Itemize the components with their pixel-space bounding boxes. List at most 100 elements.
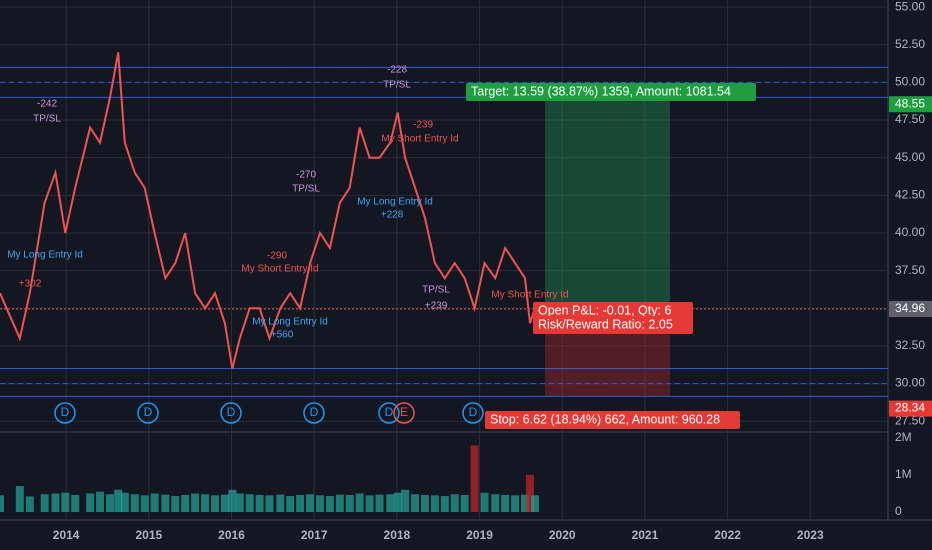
volume-bar <box>296 494 305 512</box>
volume-bar <box>325 496 334 512</box>
event-label: D <box>227 405 236 419</box>
y-tick-label: 30.00 <box>895 376 925 390</box>
event-marker <box>303 402 325 424</box>
volume-bar <box>210 495 219 512</box>
y-tick-label: 52.50 <box>895 37 925 51</box>
trade-label-box <box>466 83 756 101</box>
trade-annotation: My Long Entry Id <box>252 317 328 328</box>
trade-label: Stop: 6.62 (18.94%) 662, Amount: 960.28 <box>490 412 720 426</box>
volume-bar <box>150 493 159 512</box>
event-marker <box>378 402 400 424</box>
trade-annotation: -239 <box>413 120 433 131</box>
y-tick-label: 37.50 <box>895 263 925 277</box>
volume-bar <box>140 495 149 512</box>
volume-tick-label: 1M <box>895 467 912 481</box>
x-tick-label: 2021 <box>632 528 659 542</box>
trade-annotation: My Short Entry Id <box>491 290 568 301</box>
event-label: E <box>400 405 408 419</box>
y-tick-label: 50.00 <box>895 75 925 89</box>
y-tick-label: 40.00 <box>895 225 925 239</box>
volume-bar <box>191 493 200 512</box>
x-tick-label: 2015 <box>135 528 162 542</box>
volume-bar <box>345 494 354 512</box>
price-tag-box <box>889 400 932 417</box>
volume-bar <box>450 494 459 512</box>
trade-annotation: +239 <box>425 301 448 312</box>
volume-bar <box>430 495 439 512</box>
trade-annotation: -270 <box>296 170 316 181</box>
event-marker <box>462 402 484 424</box>
volume-bar <box>375 494 384 512</box>
volume-bar <box>114 489 123 512</box>
trade-annotation: -228 <box>387 65 407 76</box>
volume-bar <box>61 492 70 512</box>
price-tag: 28.34 <box>895 401 925 415</box>
event-label: D <box>144 405 153 419</box>
volume-bar <box>235 493 244 512</box>
volume-bar <box>265 495 274 512</box>
event-label: D <box>61 405 70 419</box>
y-tick-label: 32.50 <box>895 338 925 352</box>
volume-bar <box>86 493 95 512</box>
x-tick-label: 2020 <box>549 528 576 542</box>
volume-bar <box>201 494 210 512</box>
volume-bar <box>411 494 420 512</box>
event-label: D <box>469 405 478 419</box>
trade-annotation: +228 <box>381 210 404 221</box>
trade-annotation: TP/SL <box>383 80 411 91</box>
volume-bar <box>161 494 170 512</box>
price-tag: 34.96 <box>895 301 925 315</box>
volume-bar <box>525 474 534 512</box>
volume-bar <box>15 486 24 512</box>
volume-bar <box>440 496 449 512</box>
trade-annotation: My Long Entry Id <box>357 197 433 208</box>
event-label: D <box>310 405 319 419</box>
trade-annotation: -242 <box>37 99 57 110</box>
volume-bar <box>315 495 324 512</box>
volume-bar <box>401 489 410 512</box>
volume-bar <box>40 494 49 512</box>
volume-bar <box>501 494 510 512</box>
volume-bar <box>220 494 229 512</box>
volume-bar <box>181 494 190 512</box>
volume-tick-label: 0 <box>895 504 902 518</box>
price-tag-box <box>889 300 932 317</box>
x-tick-label: 2018 <box>384 528 411 542</box>
price-tag-box <box>889 96 932 113</box>
volume-bar <box>530 495 539 512</box>
volume-bar <box>255 494 264 512</box>
volume-bar <box>51 493 60 512</box>
volume-bar <box>71 494 80 512</box>
volume-bar <box>511 495 520 512</box>
event-label: D <box>385 405 394 419</box>
event-marker <box>137 402 159 424</box>
volume-bar <box>120 492 129 512</box>
trade-label-box <box>533 302 693 320</box>
volume-bar <box>335 494 344 512</box>
volume-bar <box>130 494 139 512</box>
y-tick-label: 47.50 <box>895 112 925 126</box>
x-tick-label: 2017 <box>301 528 328 542</box>
event-marker <box>393 402 415 424</box>
trade-annotation: My Long Entry Id <box>7 250 83 261</box>
trade-label: Target: 13.59 (38.87%) 1359, Amount: 108… <box>471 84 731 98</box>
x-tick-label: 2022 <box>714 528 741 542</box>
volume-bar <box>386 494 395 512</box>
trade-annotation: TP/SL <box>33 114 61 125</box>
trade-label: Risk/Reward Ratio: 2.05 <box>538 317 673 331</box>
event-marker <box>220 402 242 424</box>
volume-bar <box>393 492 402 512</box>
volume-bar <box>0 495 4 512</box>
y-tick-label: 42.50 <box>895 187 925 201</box>
y-tick-label: 55.00 <box>895 0 925 13</box>
y-tick-label: 45.00 <box>895 150 925 164</box>
x-tick-label: 2023 <box>797 528 824 542</box>
trade-annotation: -290 <box>267 251 287 262</box>
volume-bar <box>420 494 429 512</box>
volume-bar <box>276 494 285 512</box>
trade-label-box <box>533 316 693 334</box>
event-marker <box>54 402 76 424</box>
x-tick-label: 2014 <box>53 528 80 542</box>
trade-annotation: My Short Entry Id <box>241 264 318 275</box>
